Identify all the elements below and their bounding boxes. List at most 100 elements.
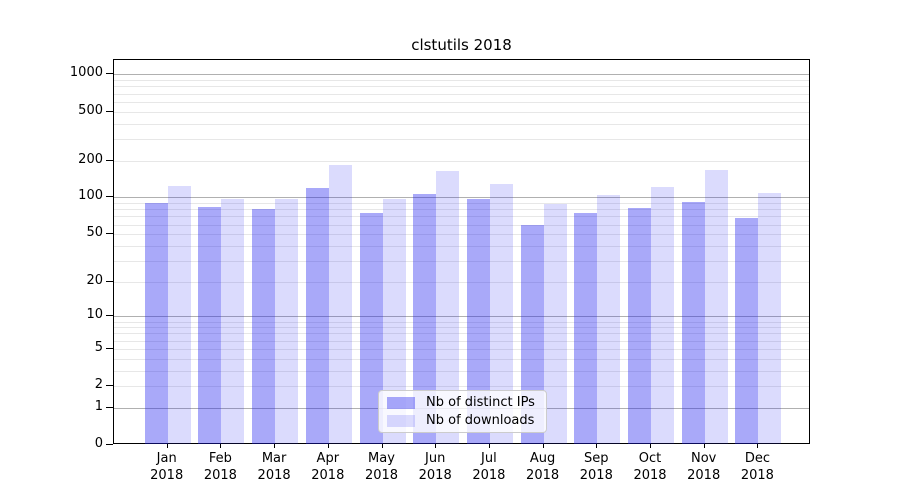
x-tick-label: Apr 2018	[311, 451, 345, 483]
y-tick-label: 100	[78, 188, 103, 204]
bar-nb-of-distinct-ips-mar	[252, 209, 276, 444]
gridline-minor	[114, 321, 809, 323]
gridline-minor	[114, 209, 809, 211]
gridline-minor	[114, 386, 809, 388]
x-tick-label: May 2018	[364, 451, 399, 483]
gridline-minor	[114, 260, 809, 262]
y-tick-label: 10	[86, 307, 103, 323]
x-tick-label: Feb 2018	[203, 451, 237, 483]
bar-nb-of-distinct-ips-sep	[574, 213, 598, 444]
gridline-minor	[114, 340, 809, 342]
x-tick-mark	[542, 444, 544, 448]
bar-nb-of-downloads-apr	[328, 165, 352, 444]
gridline-minor	[114, 138, 809, 140]
gridline-minor	[114, 234, 809, 236]
gridline-minor	[114, 224, 809, 226]
bar-nb-of-distinct-ips-jun	[413, 194, 437, 444]
y-tick-mark	[106, 406, 113, 408]
y-tick-label: 5	[94, 339, 103, 355]
y-tick-label: 500	[78, 102, 103, 118]
bar-nb-of-downloads-jul	[489, 184, 513, 444]
bar-nb-of-distinct-ips-may	[359, 212, 383, 444]
x-tick-label: Mar 2018	[257, 451, 291, 483]
y-tick-label: 1000	[69, 65, 103, 81]
gridline-minor	[114, 111, 809, 113]
y-tick-mark	[106, 280, 113, 282]
y-tick-mark	[106, 73, 113, 75]
x-tick-mark	[327, 444, 329, 448]
bar-nb-of-downloads-aug	[543, 204, 567, 444]
x-tick-label: Sep 2018	[579, 451, 613, 483]
legend-row-downloads: Nb of downloads	[387, 413, 538, 428]
gridline-minor	[114, 348, 809, 350]
gridline-minor	[114, 216, 809, 218]
x-tick-mark	[488, 444, 490, 448]
y-tick-label: 0	[94, 436, 103, 451]
x-tick-mark	[596, 444, 598, 448]
bar-nb-of-distinct-ips-nov	[681, 201, 705, 444]
x-tick-label: Jan 2018	[150, 451, 184, 483]
y-tick-mark	[106, 233, 113, 235]
bar-nb-of-downloads-mar	[275, 198, 299, 444]
legend-label-downloads: Nb of downloads	[426, 413, 535, 428]
y-tick-label: 2	[94, 377, 103, 393]
gridline-minor	[114, 203, 809, 205]
y-tick-label: 200	[78, 151, 103, 167]
legend-row-distinct-ips: Nb of distinct IPs	[387, 395, 538, 410]
gridline-minor	[114, 123, 809, 125]
y-tick-mark	[106, 110, 113, 112]
bar-nb-of-distinct-ips-jan	[144, 203, 168, 444]
gridline-minor	[114, 101, 809, 103]
gridline-minor	[114, 358, 809, 360]
bar-nb-of-downloads-jun	[436, 171, 460, 444]
x-tick-mark	[381, 444, 383, 448]
bar-nb-of-distinct-ips-apr	[305, 187, 329, 444]
y-tick-mark	[106, 347, 113, 349]
x-tick-mark	[220, 444, 222, 448]
bar-nb-of-downloads-jan	[167, 186, 191, 444]
gridline-minor	[114, 80, 809, 82]
gridline-minor	[114, 93, 809, 95]
y-tick-mark	[106, 385, 113, 387]
x-tick-mark	[650, 444, 651, 448]
x-tick-mark	[166, 444, 168, 448]
gridline-minor	[114, 160, 809, 162]
y-tick-mark	[106, 196, 113, 198]
x-tick-mark	[757, 444, 759, 448]
legend-swatch-downloads	[387, 414, 415, 427]
gridline-minor	[114, 327, 809, 329]
x-tick-label: Aug 2018	[526, 451, 560, 483]
legend-swatch-distinct-ips	[387, 396, 415, 409]
y-tick-label: 20	[86, 272, 103, 288]
bar-nb-of-distinct-ips-aug	[520, 224, 544, 444]
bar-nb-of-downloads-dec	[758, 192, 782, 444]
gridline-major	[114, 74, 809, 76]
gridline-minor	[114, 333, 809, 335]
x-tick-label: Dec 2018	[740, 451, 774, 483]
bar-nb-of-downloads-nov	[704, 170, 728, 444]
chart-title: clstutils 2018	[411, 36, 512, 54]
bar-nb-of-downloads-sep	[597, 194, 621, 444]
legend: Nb of distinct IPs Nb of downloads	[378, 390, 547, 433]
x-tick-mark	[274, 444, 276, 448]
bar-nb-of-distinct-ips-feb	[198, 207, 222, 444]
y-tick-mark	[106, 444, 113, 445]
bar-nb-of-distinct-ips-jul	[466, 198, 490, 444]
gridline-minor	[114, 86, 809, 88]
bar-nb-of-downloads-may	[382, 199, 406, 444]
x-tick-mark	[435, 444, 437, 448]
gridline-major	[114, 316, 809, 318]
x-tick-mark	[703, 444, 705, 448]
x-tick-label: Oct 2018	[633, 451, 667, 483]
x-tick-label: Jun 2018	[418, 451, 452, 483]
legend-label-distinct-ips: Nb of distinct IPs	[426, 395, 535, 410]
gridline-minor	[114, 245, 809, 247]
y-tick-label: 1	[94, 398, 103, 414]
y-tick-mark	[106, 159, 113, 161]
bar-nb-of-distinct-ips-dec	[735, 217, 759, 444]
x-tick-label: Jul 2018	[472, 451, 506, 483]
bar-nb-of-downloads-oct	[651, 186, 674, 444]
x-tick-label: Nov 2018	[687, 451, 721, 483]
gridline-minor	[114, 370, 809, 372]
